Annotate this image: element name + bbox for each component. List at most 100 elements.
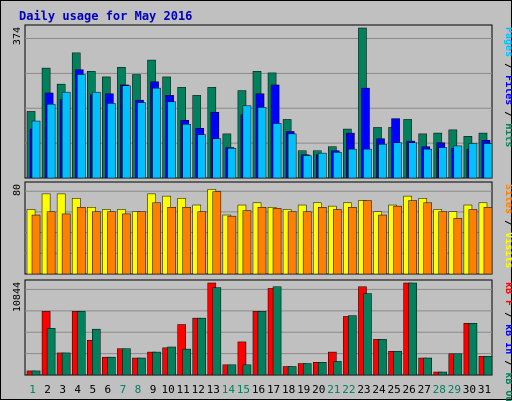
y-max-label-hits: 374 (12, 27, 23, 45)
x-tick-label-1: 1 (29, 383, 36, 396)
bar-kbytes-kb-out-12 (197, 317, 207, 376)
bar-kbytes-kb-out-6 (107, 356, 116, 376)
bar-sites-sites-2 (46, 211, 56, 275)
x-tick-label-19: 19 (297, 383, 310, 396)
bar-kbytes-kb-out-30 (468, 322, 478, 376)
x-tick-label-3: 3 (59, 383, 66, 396)
y-max-label-sites: 80 (12, 184, 23, 196)
bar-kbytes-kb-out-26 (408, 282, 417, 376)
bar-sites-sites-18 (287, 211, 297, 275)
bar-sites-sites-7 (122, 213, 131, 275)
bar-sites-sites-29 (453, 218, 463, 275)
panel-kbytes: 10844 kB F / kB In / kB Out (12, 279, 512, 401)
x-tick-label-17: 17 (267, 383, 280, 396)
bar-sites-sites-17 (272, 208, 282, 275)
x-tick-label-11: 11 (177, 383, 190, 396)
bar-hits-pages-25 (393, 142, 402, 179)
x-tick-label-16: 16 (252, 383, 265, 396)
bar-kbytes-kb-out-13 (212, 287, 222, 376)
bar-sites-sites-28 (438, 211, 448, 275)
bar-hits-pages-5 (92, 91, 101, 179)
legend-separator: / (503, 57, 512, 75)
x-tick-label-22: 22 (342, 383, 355, 396)
bar-hits-pages-22 (348, 148, 357, 179)
bar-sites-sites-19 (302, 211, 312, 275)
legend-entry: Files (503, 75, 512, 105)
x-tick-label-18: 18 (282, 383, 295, 396)
bar-sites-sites-6 (107, 211, 116, 275)
x-tick-label-24: 24 (372, 383, 386, 396)
bar-hits-pages-21 (333, 152, 342, 179)
bar-hits-pages-10 (167, 101, 176, 179)
bar-sites-sites-12 (197, 211, 207, 275)
y-max-label-kbytes: 10844 (12, 282, 23, 312)
bar-hits-pages-6 (107, 103, 116, 179)
x-tick-label-30: 30 (463, 383, 476, 396)
bar-kbytes-kb-out-17 (272, 286, 282, 376)
bar-sites-sites-22 (348, 207, 357, 275)
bar-hits-pages-14 (227, 148, 237, 179)
bar-sites-sites-20 (317, 207, 327, 275)
legend-kbytes: kB F / kB In / kB Out (503, 282, 512, 401)
bar-hits-pages-4 (76, 74, 86, 179)
x-tick-label-2: 2 (44, 383, 51, 396)
bar-sites-sites-27 (423, 202, 432, 275)
bar-sites-sites-30 (468, 209, 478, 275)
x-tick-label-20: 20 (312, 383, 325, 396)
legend-entry: Pages (503, 27, 512, 57)
bar-hits-pages-13 (212, 138, 222, 179)
x-tick-label-23: 23 (357, 383, 370, 396)
bar-kbytes-kb-out-20 (317, 362, 327, 376)
bar-sites-sites-9 (152, 202, 161, 275)
bar-kbytes-kb-out-5 (92, 328, 101, 376)
bar-kbytes-kb-out-24 (378, 339, 387, 376)
legend-separator: / (503, 214, 512, 232)
bar-kbytes-kb-out-28 (438, 371, 448, 376)
bar-sites-sites-23 (363, 200, 372, 275)
bar-hits-pages-18 (287, 133, 297, 179)
x-tick-label-12: 12 (192, 383, 205, 396)
bar-hits-pages-20 (317, 152, 327, 179)
bar-sites-sites-4 (76, 207, 86, 275)
bar-kbytes-kb-out-15 (242, 364, 252, 376)
bar-kbytes-kb-out-22 (348, 315, 357, 376)
x-tick-label-10: 10 (161, 383, 174, 396)
bar-hits-pages-26 (408, 142, 417, 179)
bar-hits-pages-27 (423, 148, 432, 179)
bar-hits-pages-24 (378, 144, 387, 179)
panel-hits: 374 Pages / Files / Hits (12, 24, 512, 179)
bar-kbytes-kb-out-8 (137, 357, 146, 376)
bar-hits-pages-28 (438, 147, 448, 179)
bar-hits-pages-2 (46, 103, 56, 179)
bar-kbytes-kb-out-31 (483, 356, 493, 376)
x-tick-label-6: 6 (105, 383, 112, 396)
x-tick-label-25: 25 (387, 383, 400, 396)
bar-hits-pages-29 (453, 145, 463, 179)
x-tick-label-5: 5 (89, 383, 96, 396)
bar-sites-sites-3 (61, 213, 71, 275)
x-tick-label-15: 15 (237, 383, 250, 396)
bar-sites-sites-14 (227, 215, 237, 275)
bar-kbytes-kb-out-2 (46, 328, 56, 376)
legend-entry: kB F (503, 282, 512, 306)
bar-sites-sites-21 (333, 209, 342, 275)
bar-hits-pages-11 (182, 124, 191, 179)
bar-hits-pages-8 (137, 102, 146, 179)
legend-sites: Sites / Visits (503, 184, 512, 268)
bar-hits-pages-23 (363, 148, 372, 179)
legend-entry: Sites (503, 184, 512, 214)
bar-sites-sites-25 (393, 205, 402, 275)
bar-hits-pages-31 (483, 143, 493, 179)
bar-hits-pages-16 (257, 107, 267, 179)
bar-sites-sites-10 (167, 207, 176, 275)
bar-kbytes-kb-out-19 (302, 363, 312, 376)
x-tick-label-31: 31 (478, 383, 491, 396)
bar-kbytes-kb-out-7 (122, 348, 131, 376)
legend-separator: / (503, 354, 512, 372)
legend-entry: Hits (503, 123, 512, 147)
bar-kbytes-kb-out-16 (257, 311, 267, 376)
bar-kbytes-kb-out-29 (453, 353, 463, 376)
x-tick-label-8: 8 (135, 383, 142, 396)
bar-kbytes-kb-out-18 (287, 366, 297, 376)
